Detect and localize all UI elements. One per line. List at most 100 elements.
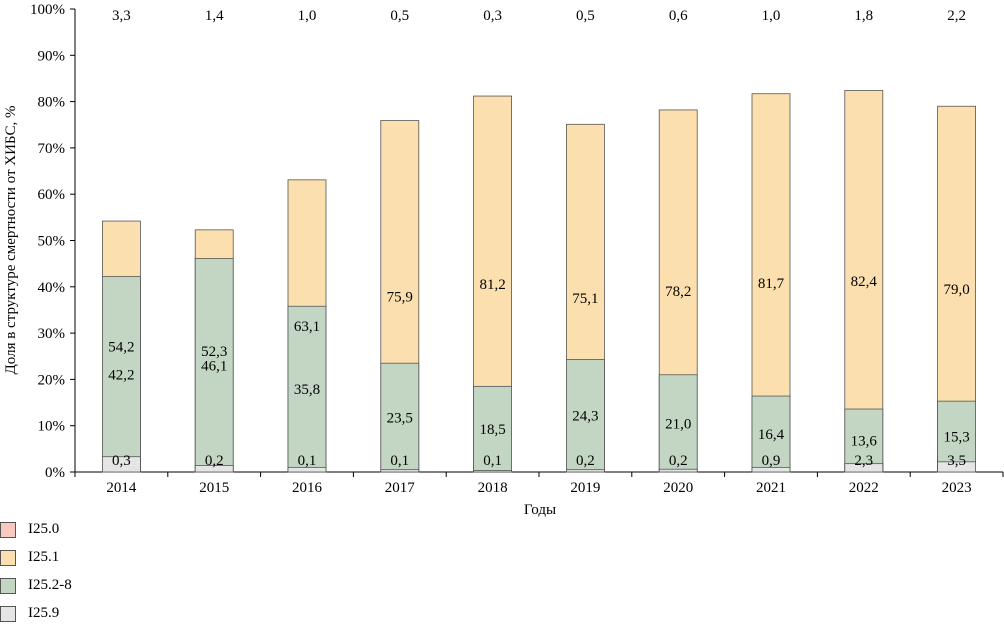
y-tick-label: 10% [38, 419, 66, 435]
legend-swatch [0, 577, 16, 594]
legend-swatch [0, 521, 16, 538]
bar-segment-i25-9-2021 [751, 466, 791, 473]
x-tick-label: 2020 [663, 480, 693, 496]
y-tick-label: 0% [45, 465, 65, 481]
data-label-i25-9-2023: 2,2 [947, 8, 966, 24]
bars [102, 90, 976, 473]
legend-label: I25.2-8 [28, 577, 72, 593]
data-label-i25-2-8-2017: 23,5 [387, 411, 413, 427]
bar-segment-i25-9-2017 [380, 469, 420, 473]
data-label-i25-2-8-2015: 46,1 [201, 358, 227, 374]
bar-segment-i25-9-2022 [844, 463, 884, 473]
data-label-i25-0-2020: 0,2 [669, 453, 688, 469]
y-tick-label: 70% [38, 141, 66, 157]
data-label-i25-1-2022: 82,4 [851, 274, 878, 290]
legend-label: I25.9 [28, 605, 60, 621]
bar-segment-i25-2-8-2022 [844, 408, 884, 473]
bar-segment-i25-9-2018 [473, 470, 513, 473]
data-label-i25-1-2020: 78,2 [665, 284, 691, 300]
x-tick-label: 2015 [199, 480, 229, 496]
data-label-i25-9-2016: 1,0 [298, 8, 317, 24]
data-label-i25-0-2019: 0,2 [576, 453, 595, 469]
data-label-i25-9-2021: 1,0 [762, 8, 781, 24]
data-label-i25-2-8-2016: 35,8 [294, 382, 320, 398]
data-label-i25-9-2019: 0,5 [576, 8, 595, 24]
data-label-i25-2-8-2023: 15,3 [943, 430, 969, 446]
bar-segment-i25-1-2022 [844, 90, 884, 473]
x-tick-label: 2016 [292, 480, 323, 496]
data-label-i25-9-2015: 1,4 [205, 8, 224, 24]
data-labels: 0,3 54,2 42,2 3,3 0,2 52,346,1 1,4 0,1 63,1 35,8 1… [108, 8, 969, 469]
data-label-i25-0-2016: 0,1 [298, 453, 317, 469]
data-label-i25-1-2014: 54,2 [108, 340, 134, 356]
data-label-i25-2-8-2014: 42,2 [108, 367, 134, 383]
bar-segment-i25-9-2016 [287, 466, 327, 473]
y-axis-label: Доля в структуре смертности от ХИБС, % [3, 106, 19, 375]
data-label-i25-1-2019: 75,1 [572, 291, 598, 307]
data-label-i25-2-8-2021: 16,4 [758, 427, 785, 443]
data-label-i25-9-2020: 0,6 [669, 8, 688, 24]
y-tick-label: 30% [38, 326, 66, 342]
x-tick-label: 2018 [478, 480, 508, 496]
bar-segment-i25-9-2023 [937, 461, 976, 473]
data-label-i25-9-2022: 1,8 [854, 8, 873, 24]
y-tick-label: 60% [38, 187, 66, 203]
bar-segment-i25-2-8-2015 [194, 258, 234, 473]
x-tick-label: 2014 [106, 480, 137, 496]
data-label-i25-2-8-2020: 21,0 [665, 416, 691, 432]
bar-segment-i25-9-2014 [102, 456, 141, 473]
data-label-i25-1-2016: 63,1 [294, 319, 320, 335]
x-tick-label: 2021 [756, 480, 786, 496]
data-label-i25-1-2015: 52,3 [201, 344, 227, 360]
data-label-i25-0-2023: 3,5 [947, 453, 966, 469]
legend-item-i25-2-8: I25.2-8 [0, 576, 72, 595]
data-label-i25-1-2017: 75,9 [387, 289, 413, 305]
y-axis: 0% 10% 20% 30% 40% 50% 60% 70% 80% 90% 100% [30, 2, 76, 481]
bar-segment-i25-2-8-2018 [473, 385, 513, 473]
legend-item-i25-9: I25.9 [0, 604, 72, 623]
bar-segment-i25-2-8-2019 [566, 359, 605, 473]
legend: I25.0 I25.1 I25.2-8 I25.9 [0, 520, 72, 632]
bar-segment-i25-2-8-2014 [102, 276, 141, 473]
y-tick-label: 50% [38, 234, 66, 250]
y-tick-label: 20% [38, 372, 66, 388]
data-label-i25-1-2018: 81,2 [479, 277, 505, 293]
y-tick-label: 80% [38, 95, 66, 111]
x-tick-label: 2022 [849, 480, 879, 496]
x-tick-label: 2019 [570, 480, 600, 496]
bar-segment-i25-9-2019 [566, 469, 605, 473]
bar-segment-i25-2-8-2023 [937, 400, 976, 473]
legend-label: I25.0 [28, 521, 60, 537]
bar-segment-i25-2-8-2016 [287, 305, 327, 473]
data-label-i25-1-2021: 81,7 [758, 276, 785, 292]
data-label-i25-0-2015: 0,2 [205, 453, 224, 469]
x-tick-label: 2017 [385, 480, 416, 496]
data-label-i25-1-2023: 79,0 [943, 282, 969, 298]
bar-segment-i25-2-8-2020 [658, 374, 698, 473]
bar-segment-i25-9-2020 [658, 468, 698, 473]
data-label-i25-2-8-2018: 18,5 [479, 422, 505, 438]
data-label-i25-0-2014: 0,3 [112, 453, 131, 469]
legend-item-i25-1: I25.1 [0, 548, 72, 567]
x-axis: 2014 2015 2016 2017 2018 2019 2020 2021 2022 2023 [74, 471, 1004, 496]
data-label-i25-2-8-2022: 13,6 [851, 434, 878, 450]
data-label-i25-9-2018: 0,3 [483, 8, 502, 24]
x-tick-label: 2023 [942, 480, 972, 496]
legend-label: I25.1 [28, 549, 60, 565]
data-label-i25-9-2017: 0,5 [390, 8, 409, 24]
y-tick-label: 40% [38, 280, 66, 296]
data-label-i25-0-2017: 0,1 [390, 453, 409, 469]
data-label-i25-0-2022: 2,3 [854, 453, 873, 469]
data-label-i25-0-2021: 0,9 [762, 453, 781, 469]
data-label-i25-9-2014: 3,3 [112, 8, 131, 24]
data-label-i25-2-8-2019: 24,3 [572, 409, 598, 425]
bar-segment-i25-9-2015 [194, 465, 234, 473]
bar-segment-i25-2-8-2021 [751, 395, 791, 473]
bar-segment-i25-2-8-2017 [380, 362, 420, 473]
y-tick-label: 100% [30, 2, 65, 18]
legend-item-i25-0: I25.0 [0, 520, 72, 539]
data-label-i25-0-2018: 0,1 [483, 453, 502, 469]
legend-swatch [0, 549, 16, 566]
x-axis-label: Годы [524, 502, 556, 518]
